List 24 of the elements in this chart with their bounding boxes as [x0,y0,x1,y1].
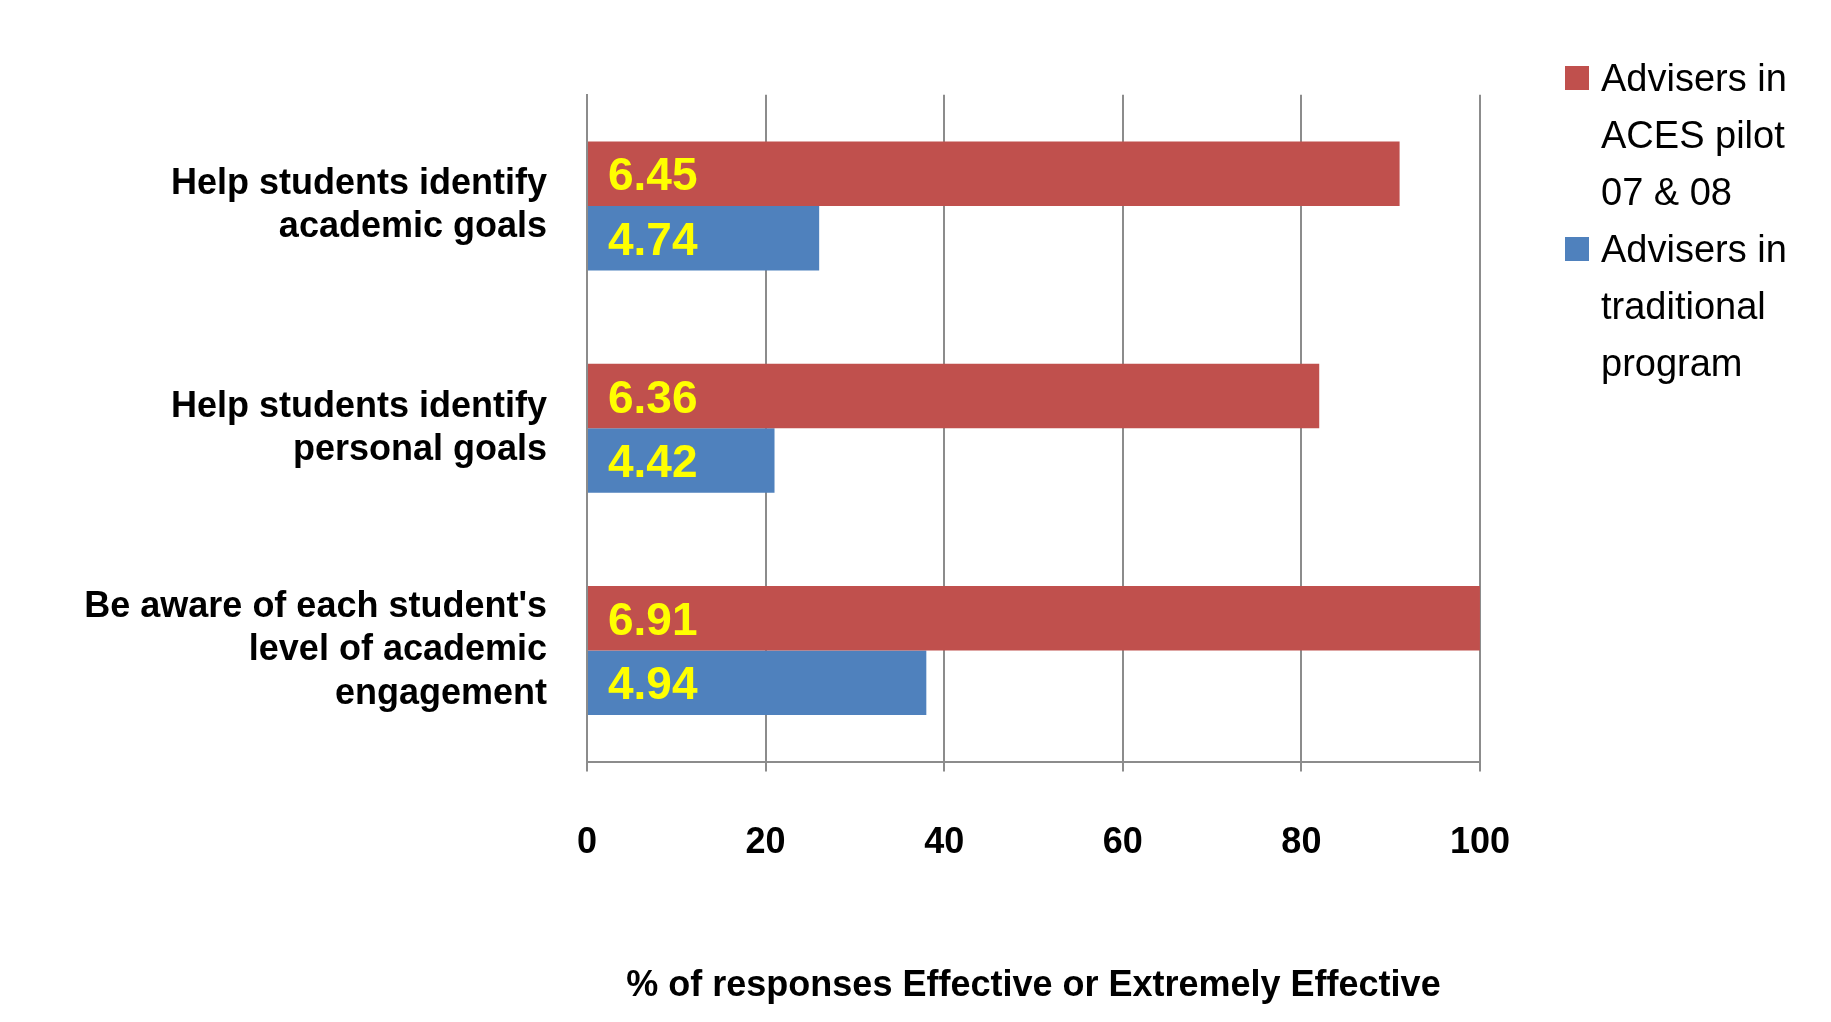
y-tick-label: Help students identify academic goals [170,161,547,246]
annotation: 4.42 [608,435,698,488]
annotation: 6.45 [608,148,698,201]
bar [588,586,1480,651]
x-tick-label: 60 [1102,820,1143,862]
bar [588,205,820,271]
x-tick-label: 20 [745,820,786,862]
x-axis-title: % of responses Effective or Extremely Effective [626,963,1441,1005]
bar [588,428,775,493]
annotation: 6.91 [608,592,698,645]
bar [588,650,927,715]
y-tick-label: Help students identify personal goals [170,383,547,468]
annotation: 6.36 [608,370,698,423]
bar [588,363,1320,429]
x-tick-label: 100 [1449,820,1511,862]
legend-label: Advisers in traditional program [1601,227,1788,386]
annotation: 4.74 [608,212,698,265]
y-tick-label: Be aware of each student's level of academic engagement [84,584,548,712]
x-tick-label: 80 [1281,820,1322,862]
legend-label: Advisers in ACES pilot 07 & 08 [1601,56,1788,215]
x-tick-label: 40 [924,820,965,862]
annotation: 4.94 [608,657,698,710]
x-tick-label: 0 [576,820,598,862]
bar [588,141,1400,206]
